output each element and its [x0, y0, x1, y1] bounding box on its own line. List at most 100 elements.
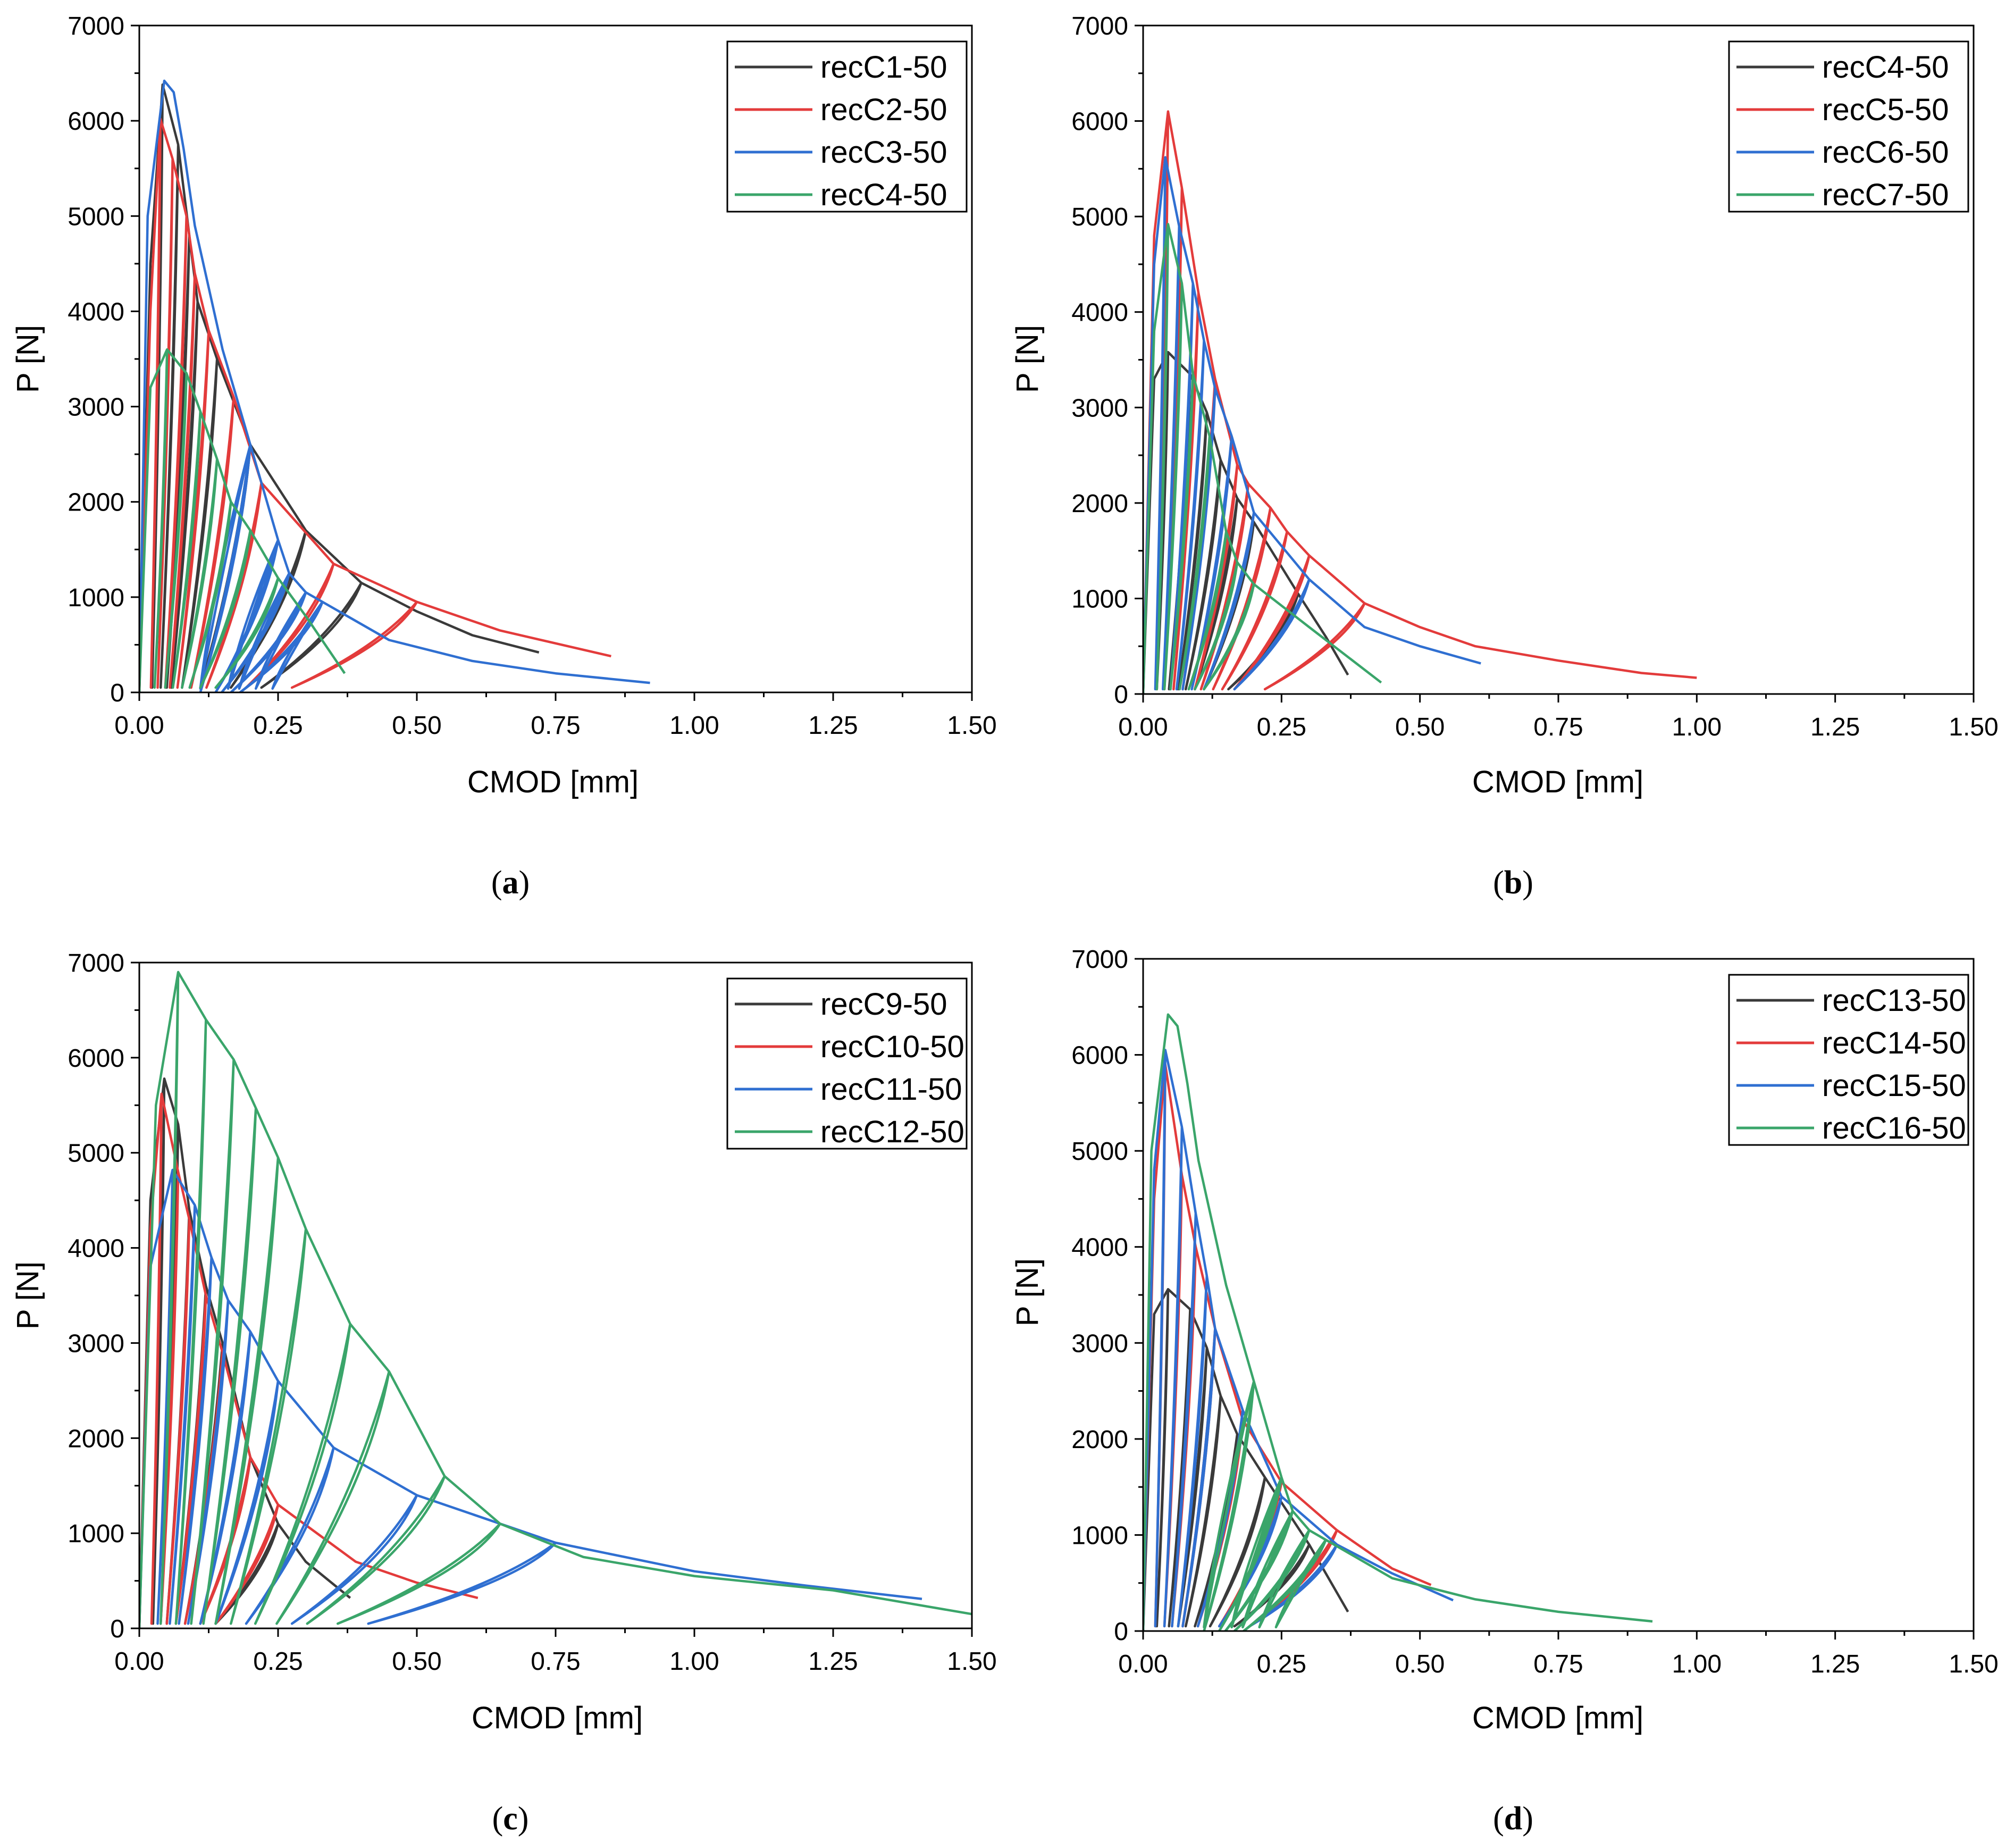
panel-d-xtick-label: 0.75 [1533, 1650, 1583, 1678]
panel-b-caption: (b) [1493, 865, 1533, 901]
panel-a-legend-label: recC4-50 [820, 178, 947, 212]
panel-b-ytick-label: 4000 [1071, 299, 1128, 327]
panel-c-ylabel: P [N] [11, 1261, 45, 1329]
panel-b-ytick-label: 1000 [1071, 585, 1128, 613]
panel-d-ylabel: P [N] [1010, 1258, 1045, 1326]
panel-a-ytick-label: 3000 [68, 394, 124, 422]
panel-b-series-group [1143, 110, 1697, 694]
panel-a-xtick-label: 1.50 [947, 712, 996, 740]
panel-a-series-group [139, 79, 650, 692]
panel-d-legend-label: recC15-50 [1822, 1068, 1966, 1103]
panel-c-ytick-label: 0 [110, 1615, 124, 1643]
panel-d-xtick-label: 1.50 [1949, 1650, 1998, 1678]
panel-a-xtick-label: 1.25 [808, 712, 858, 740]
panel-c-ytick-label: 2000 [68, 1425, 124, 1453]
panel-d-legend-label: recC16-50 [1822, 1111, 1966, 1145]
panel-b-xtick-label: 1.50 [1949, 713, 1998, 741]
panel-b-legend-label: recC5-50 [1822, 93, 1949, 127]
panel-d-legend-label: recC14-50 [1822, 1026, 1966, 1060]
panel-c-plot-area: 0.00 0.25 0.50 0.75 1.00 1.25 1.50 0 1000 2000 300… [68, 949, 996, 1676]
panel-b-legend-label: recC4-50 [1822, 50, 1949, 85]
panel-b-plot-area: 0.00 0.25 0.50 0.75 1.00 1.25 1.50 0 1000 2000 300… [1071, 12, 1998, 741]
panel-a-caption-letter: a [502, 865, 519, 901]
panel-b-xtick-label: 0.50 [1395, 713, 1445, 741]
panel-d-xtick-label: 0.00 [1118, 1650, 1168, 1678]
panel-d-xtick-label: 0.50 [1395, 1650, 1445, 1678]
panel-d-caption: (d) [1493, 1801, 1533, 1837]
panel-b-xlabel: CMOD [mm] [1472, 765, 1643, 799]
panel-a-xtick-label: 0.75 [531, 712, 580, 740]
panel-a-legend-box [726, 40, 968, 213]
panel-a-xtick-label: 0.25 [253, 712, 303, 740]
panel-c-series-group [139, 971, 972, 1628]
panel-c-caption-letter: c [503, 1801, 518, 1837]
panel-d-ytick-label: 7000 [1071, 946, 1128, 974]
panel-d-xtick-label: 1.00 [1672, 1650, 1722, 1678]
panel-a-xlabel: CMOD [mm] [467, 765, 639, 799]
panel-b-legend-label: recC6-50 [1822, 135, 1949, 170]
panel-c: 0.00 0.25 0.50 0.75 1.00 1.25 1.50 0 1000 2000 300… [11, 949, 997, 1837]
panel-c-xtick-label: 1.50 [947, 1648, 996, 1676]
panel-c-legend-box [726, 977, 968, 1150]
panel-b-ytick-label: 2000 [1071, 490, 1128, 518]
panel-a-series-recC4-50 [139, 348, 346, 692]
panel-d-ytick-label: 2000 [1071, 1426, 1128, 1454]
panel-a-legend-label: recC2-50 [820, 93, 947, 127]
panel-d-xtick-label: 0.25 [1257, 1650, 1306, 1678]
panel-b: 0.00 0.25 0.50 0.75 1.00 1.25 1.50 0 1000 2000 300… [1010, 12, 1999, 901]
panel-c-xlabel: CMOD [mm] [472, 1701, 643, 1735]
panel-b-xtick-label: 1.00 [1672, 713, 1722, 741]
panel-c-ytick-label: 1000 [68, 1520, 124, 1548]
panel-b-xtick-label: 1.25 [1810, 713, 1860, 741]
panel-a-legend-label: recC1-50 [820, 50, 947, 85]
panel-c-xtick-label: 0.50 [392, 1648, 441, 1676]
panel-c-xtick-label: 0.00 [114, 1648, 164, 1676]
panel-a-legend-label: recC3-50 [820, 135, 947, 170]
panel-c-xtick-label: 1.25 [808, 1648, 858, 1676]
panel-a-plot-area: 0.00 0.25 0.50 0.75 1.00 1.25 1.50 0 1000 2000 300… [68, 12, 996, 740]
panel-d-ytick-label: 0 [1114, 1618, 1128, 1646]
panel-c-ytick-label: 5000 [68, 1140, 124, 1168]
panel-b-ylabel: P [N] [1010, 325, 1045, 393]
panel-c-legend-label: recC12-50 [820, 1115, 964, 1149]
panel-b-legend: recC4-50 recC5-50 recC6-50 recC7-50 [1728, 40, 1969, 213]
panel-b-ytick-label: 0 [1114, 681, 1128, 709]
panel-d-legend: recC13-50 recC14-50 recC15-50 recC16-50 [1728, 974, 1969, 1146]
panel-b-series-recC7-50 [1143, 223, 1382, 694]
panel-d-ytick-label: 5000 [1071, 1138, 1128, 1166]
panel-d-series-group [1143, 1013, 1653, 1631]
panel-b-legend-box [1728, 40, 1969, 213]
panel-a-legend: recC1-50 recC2-50 recC3-50 recC4-50 [726, 40, 968, 213]
panel-c-ytick-label: 3000 [68, 1329, 124, 1358]
panel-d-legend-box [1728, 974, 1969, 1146]
panel-c-series-recC12-50 [139, 971, 972, 1628]
panel-a: 0.00 0.25 0.50 0.75 1.00 1.25 1.50 0 1000 2000 300… [11, 12, 997, 901]
panel-a-xtick-label: 0.50 [392, 712, 441, 740]
panel-d-caption-letter: d [1504, 1801, 1522, 1837]
panel-b-legend-label: recC7-50 [1822, 178, 1949, 212]
panel-c-ytick-label: 6000 [68, 1044, 124, 1073]
panel-b-ytick-label: 3000 [1071, 394, 1128, 422]
panel-b-xtick-label: 0.00 [1118, 713, 1168, 741]
panel-b-ytick-label: 5000 [1071, 203, 1128, 231]
panel-d-ytick-label: 3000 [1071, 1329, 1128, 1358]
panel-d-series-recC16-50 [1143, 1013, 1653, 1631]
panel-d: 0.00 0.25 0.50 0.75 1.00 1.25 1.50 0 1000 2000 300… [1010, 946, 1999, 1837]
panel-c-legend-label: recC10-50 [820, 1030, 964, 1064]
panel-c-caption: (c) [492, 1801, 529, 1837]
panel-a-xtick-label: 0.00 [114, 712, 164, 740]
panel-b-caption-letter: b [1504, 865, 1522, 901]
panel-a-caption: (a) [491, 865, 530, 901]
panel-b-xtick-label: 0.25 [1257, 713, 1306, 741]
panel-a-ytick-label: 1000 [68, 584, 124, 612]
panel-b-ytick-label: 6000 [1071, 108, 1128, 136]
panel-a-ytick-label: 7000 [68, 12, 124, 40]
panel-a-ylabel: P [N] [11, 325, 45, 393]
panel-c-legend: recC9-50 recC10-50 recC11-50 recC12-50 [726, 977, 968, 1150]
panel-c-legend-label: recC9-50 [820, 987, 947, 1022]
panel-b-xtick-label: 0.75 [1533, 713, 1583, 741]
panel-d-xtick-label: 1.25 [1810, 1650, 1860, 1678]
panel-d-ytick-label: 6000 [1071, 1042, 1128, 1070]
panel-c-xtick-label: 0.25 [253, 1648, 303, 1676]
